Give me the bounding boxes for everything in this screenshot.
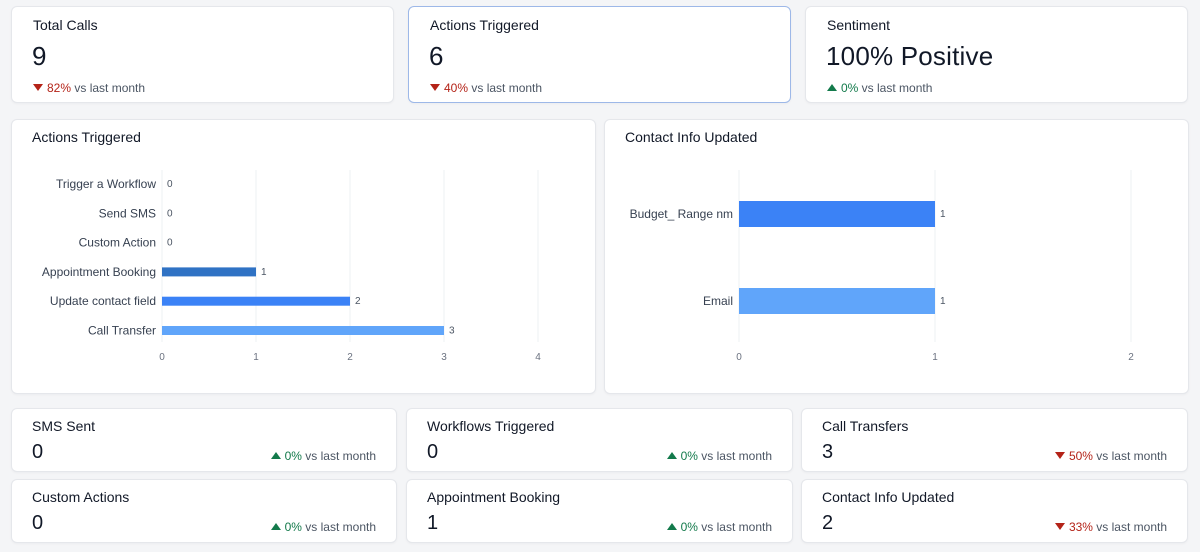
metric-delta: 0% vs last month — [666, 449, 772, 463]
delta-suffix: vs last month — [1092, 449, 1167, 463]
metric-delta: 33% vs last month — [1054, 520, 1167, 534]
trend-down-icon — [430, 84, 440, 91]
chart-card-actions-triggered: Actions Triggered 0 1 2 3 4 Trigger a Workflo… — [11, 119, 596, 394]
category-label: Email — [703, 294, 733, 308]
data-label: 3 — [449, 326, 455, 337]
metric-card-call-transfers[interactable]: Call Transfers 3 50% vs last month — [801, 408, 1188, 472]
metric-value: 0 — [32, 512, 44, 534]
metric-card-workflows-triggered[interactable]: Workflows Triggered 0 0% vs last month — [406, 408, 793, 472]
bar — [162, 296, 350, 306]
bar — [162, 326, 444, 335]
category-label: Trigger a Workflow — [56, 177, 156, 191]
kpi-card-actions-triggered[interactable]: Actions Triggered 6 40% vs last month — [408, 6, 791, 103]
kpi-value: 6 — [429, 41, 444, 71]
category-label: Call Transfer — [88, 324, 156, 338]
delta-suffix: vs last month — [301, 520, 376, 534]
delta-percent: 0% — [841, 81, 859, 95]
chart-title: Actions Triggered — [32, 129, 141, 145]
data-label: 1 — [940, 209, 946, 220]
trend-down-icon — [33, 84, 43, 91]
kpi-value: 9 — [32, 41, 47, 71]
kpi-delta: 40% vs last month — [430, 81, 542, 95]
delta-percent: 82% — [47, 81, 72, 95]
metric-title: Call Transfers — [822, 418, 909, 434]
delta-suffix: vs last month — [468, 81, 543, 95]
delta-suffix: vs last month — [71, 81, 146, 95]
x-tick-label: 1 — [253, 352, 259, 363]
chart-title: Contact Info Updated — [625, 129, 758, 145]
chart-card-contact-info-updated: Contact Info Updated 0 1 2 Budget_ Range nm… — [604, 119, 1189, 394]
metric-title: Appointment Booking — [427, 489, 561, 505]
delta-percent: 0% — [680, 449, 698, 463]
kpi-title: Sentiment — [827, 17, 891, 33]
data-label: 0 — [167, 179, 173, 190]
x-tick-label: 2 — [347, 352, 353, 363]
delta-percent: 0% — [284, 520, 302, 534]
metric-card-appointment-booking[interactable]: Appointment Booking 1 0% vs last month — [406, 479, 793, 543]
kpi-title: Actions Triggered — [430, 17, 539, 33]
metric-title: Custom Actions — [32, 489, 130, 505]
x-tick-label: 3 — [441, 352, 447, 363]
x-tick-label: 0 — [159, 352, 165, 363]
metric-value: 1 — [427, 512, 439, 534]
delta-suffix: vs last month — [858, 81, 933, 95]
trend-up-icon — [270, 523, 281, 530]
delta-suffix: vs last month — [301, 449, 376, 463]
x-tick-label: 0 — [736, 352, 742, 363]
metric-delta: 0% vs last month — [666, 520, 772, 534]
metric-value: 0 — [32, 441, 44, 463]
category-label: Send SMS — [99, 206, 156, 220]
actions-triggered-chart: 0 1 2 3 4 Trigger a Workflow 0 Send SMS 0 Custom … — [42, 170, 541, 363]
x-tick-label: 2 — [1128, 352, 1134, 363]
kpi-card-sentiment[interactable]: Sentiment 100% Positive 0% vs last month — [805, 6, 1188, 103]
delta-percent: 40% — [444, 81, 469, 95]
trend-up-icon — [666, 523, 677, 530]
delta-percent: 0% — [284, 449, 302, 463]
trend-up-icon — [827, 84, 837, 91]
metric-title: SMS Sent — [32, 418, 96, 434]
metric-delta: 0% vs last month — [270, 520, 376, 534]
metric-delta: 0% vs last month — [270, 449, 376, 463]
kpi-card-total-calls[interactable]: Total Calls 9 82% vs last month — [11, 6, 394, 103]
kpi-delta: 82% vs last month — [33, 81, 145, 95]
bar — [162, 267, 256, 277]
category-label: Custom Action — [79, 236, 156, 250]
trend-down-icon — [1054, 452, 1065, 459]
delta-percent: 50% — [1068, 449, 1093, 463]
metric-value: 2 — [822, 512, 834, 534]
metric-value: 0 — [427, 441, 439, 463]
delta-suffix: vs last month — [697, 520, 772, 534]
data-label: 2 — [355, 296, 361, 307]
delta-suffix: vs last month — [1092, 520, 1167, 534]
metric-title: Workflows Triggered — [427, 418, 555, 434]
metric-title: Contact Info Updated — [822, 489, 955, 505]
trend-up-icon — [666, 452, 677, 459]
category-label: Budget_ Range nm — [630, 207, 733, 221]
x-tick-label: 4 — [535, 352, 541, 363]
delta-suffix: vs last month — [697, 449, 772, 463]
metric-value: 3 — [822, 441, 834, 463]
metric-card-custom-actions[interactable]: Custom Actions 0 0% vs last month — [11, 479, 397, 543]
delta-percent: 0% — [680, 520, 698, 534]
kpi-title: Total Calls — [33, 17, 98, 33]
category-label: Appointment Booking — [42, 265, 156, 279]
contact-info-updated-chart: 0 1 2 Budget_ Range nm 1 Email 1 — [630, 170, 1134, 363]
trend-down-icon — [1054, 523, 1065, 530]
bar — [739, 201, 935, 227]
metric-delta: 50% vs last month — [1054, 449, 1167, 463]
data-label: 1 — [261, 267, 267, 278]
metric-card-contact-info-updated[interactable]: Contact Info Updated 2 33% vs last month — [801, 479, 1188, 543]
category-label: Update contact field — [50, 294, 156, 308]
delta-percent: 33% — [1068, 520, 1093, 534]
data-label: 0 — [167, 238, 173, 249]
trend-up-icon — [270, 452, 281, 459]
bar — [739, 288, 935, 314]
kpi-value: 100% Positive — [826, 41, 994, 71]
metric-card-sms-sent[interactable]: SMS Sent 0 0% vs last month — [11, 408, 397, 472]
data-label: 1 — [940, 296, 946, 307]
x-tick-label: 1 — [932, 352, 938, 363]
kpi-delta: 0% vs last month — [827, 81, 932, 95]
data-label: 0 — [167, 208, 173, 219]
